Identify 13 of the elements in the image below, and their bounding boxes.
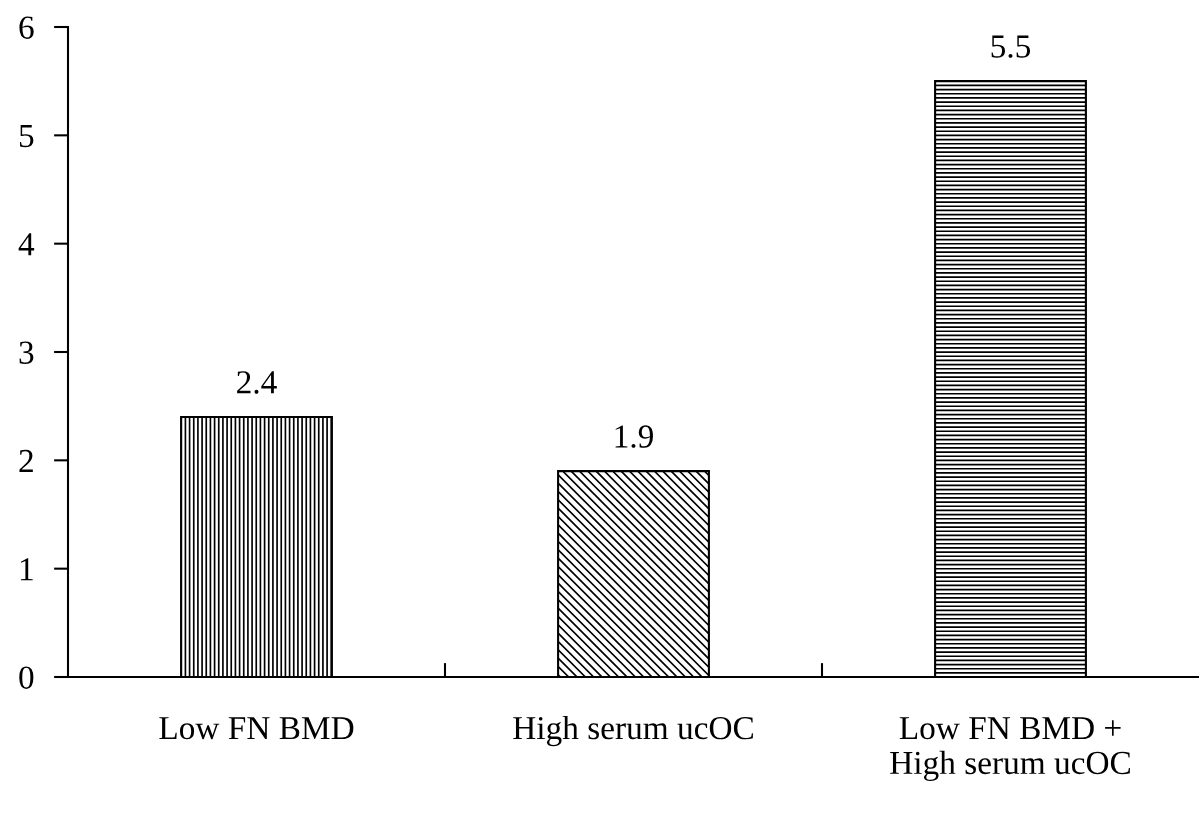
y-tick-label: 5: [19, 125, 34, 148]
x-tick-label: High serum ucOC: [513, 715, 753, 747]
y-tick-label: 6: [19, 16, 34, 39]
y-tick-label: 4: [18, 233, 35, 256]
y-tick-label: 3: [19, 341, 34, 364]
y-tick-label: 2: [19, 449, 33, 472]
x-tick-label: Low FN BMD: [159, 717, 354, 740]
y-tick-label: 0: [19, 666, 34, 689]
data-label: 1.9: [615, 425, 653, 448]
y-tick-label: 1: [20, 558, 33, 581]
data-label: 2.4: [237, 371, 277, 394]
x-tick-label: Low FN BMD + High serum ucOC: [890, 717, 1130, 782]
data-label: 5.5: [991, 35, 1031, 58]
